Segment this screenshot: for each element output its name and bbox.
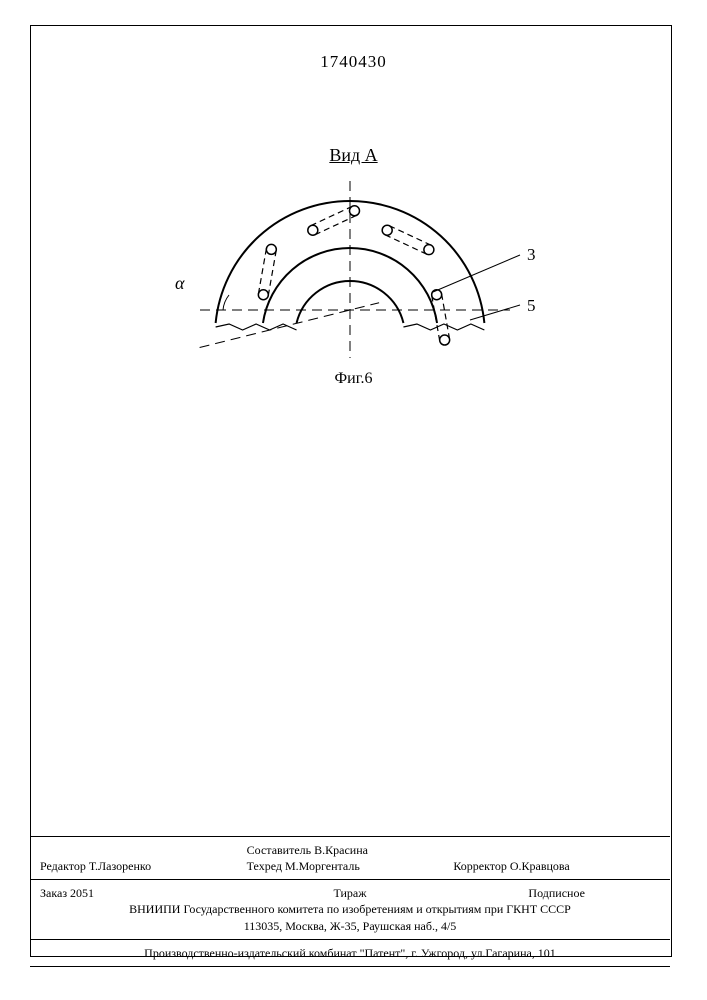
document-number: 1740430 <box>0 52 707 72</box>
techred: Техред М.Моргенталь <box>247 858 454 874</box>
corrector: Корректор О.Кравцова <box>453 858 660 874</box>
editor: Редактор Т.Лазоренко <box>40 858 247 874</box>
org-line-2: 113035, Москва, Ж-35, Раушская наб., 4/5 <box>40 918 660 934</box>
callout-3: 3 <box>527 245 536 265</box>
footer-block: Составитель В.Красина Редактор Т.Лазорен… <box>30 833 670 970</box>
divider <box>30 879 670 880</box>
callout-5: 5 <box>527 296 536 316</box>
tirazh: Тираж <box>247 885 454 901</box>
figure-label: Фиг.6 <box>0 370 707 388</box>
signed: Подписное <box>453 885 660 901</box>
view-label: Вид А <box>0 145 707 166</box>
order: Заказ 2051 <box>40 885 247 901</box>
figure-6-diagram <box>185 175 535 370</box>
alpha-label: α <box>175 273 184 294</box>
org-line-1: ВНИИПИ Государственного комитета по изоб… <box>40 901 660 917</box>
divider <box>30 966 670 967</box>
divider <box>30 939 670 940</box>
divider <box>30 836 670 837</box>
publisher: Производственно-издательский комбинат "П… <box>30 943 670 963</box>
compiler: Составитель В.Красина <box>247 842 454 858</box>
